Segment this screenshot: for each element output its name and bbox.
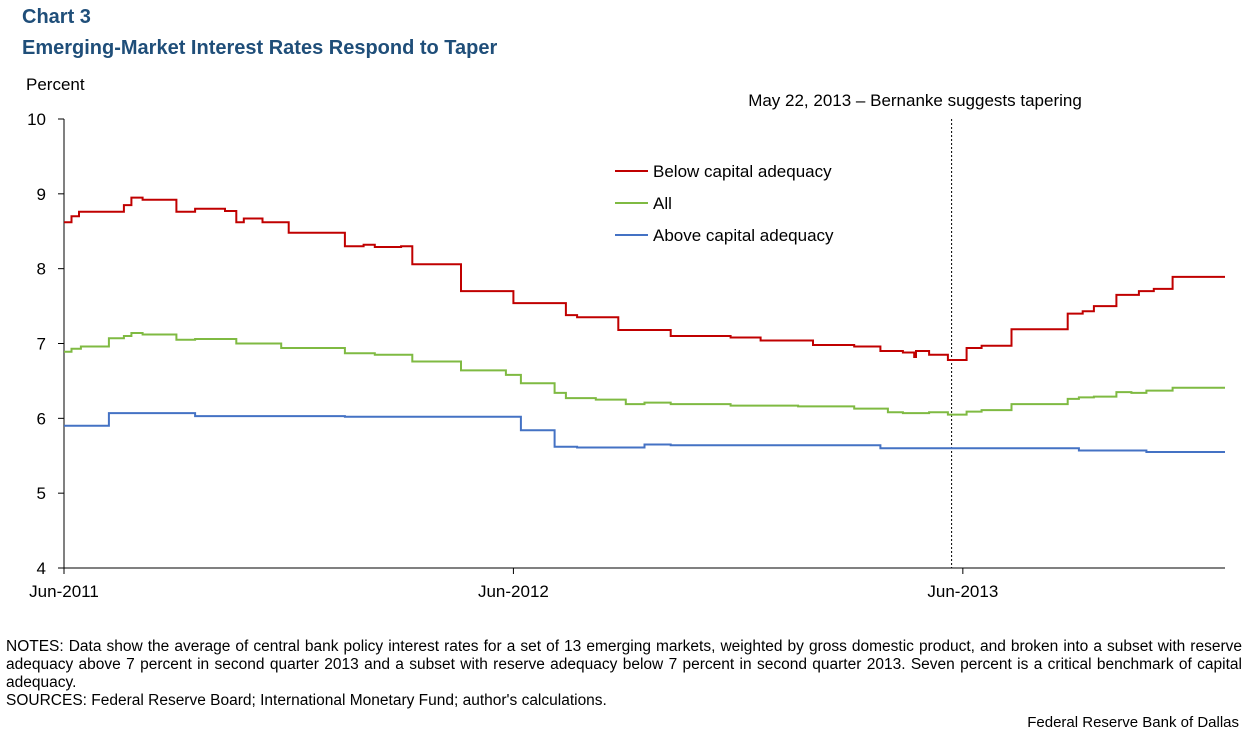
annotation-label: May 22, 2013 – Bernanke suggests taperin… bbox=[748, 91, 1082, 110]
y-tick-label: 5 bbox=[37, 484, 46, 503]
y-tick-label: 6 bbox=[37, 409, 46, 428]
legend-label: Below capital adequacy bbox=[653, 162, 832, 181]
x-tick-label: Jun-2011 bbox=[29, 582, 99, 601]
y-axis: 4 5 6 7 8 9 10 bbox=[27, 110, 65, 578]
y-tick-label: 9 bbox=[37, 185, 46, 204]
legend: Below capital adequacy All Above capital a… bbox=[615, 162, 834, 245]
y-tick-label: 4 bbox=[37, 559, 46, 578]
y-axis-label: Percent bbox=[26, 75, 85, 94]
y-tick-label: 8 bbox=[37, 260, 46, 279]
series-line bbox=[64, 332, 1225, 416]
series-group bbox=[64, 196, 1225, 453]
sources-text: SOURCES: Federal Reserve Board; Internat… bbox=[6, 692, 607, 709]
x-axis: Jun-2011 Jun-2012 Jun-2013 bbox=[29, 567, 1225, 601]
chart-title: Emerging-Market Interest Rates Respond t… bbox=[22, 37, 498, 59]
series-line bbox=[64, 196, 1225, 361]
chart-number: Chart 3 bbox=[22, 6, 91, 28]
legend-label: All bbox=[653, 194, 672, 213]
y-tick-label: 7 bbox=[37, 335, 46, 354]
credit-text: Federal Reserve Bank of Dallas bbox=[1027, 714, 1239, 731]
series-line bbox=[64, 412, 1225, 453]
x-tick-label: Jun-2013 bbox=[927, 582, 998, 601]
notes-text: NOTES: Data show the average of central … bbox=[6, 638, 1242, 691]
annotation-group: May 22, 2013 – Bernanke suggests taperin… bbox=[748, 91, 1082, 568]
y-tick-label: 10 bbox=[27, 110, 46, 129]
legend-label: Above capital adequacy bbox=[653, 226, 834, 245]
notes-block: NOTES: Data show the average of central … bbox=[6, 638, 1242, 710]
x-tick-label: Jun-2012 bbox=[478, 582, 549, 601]
